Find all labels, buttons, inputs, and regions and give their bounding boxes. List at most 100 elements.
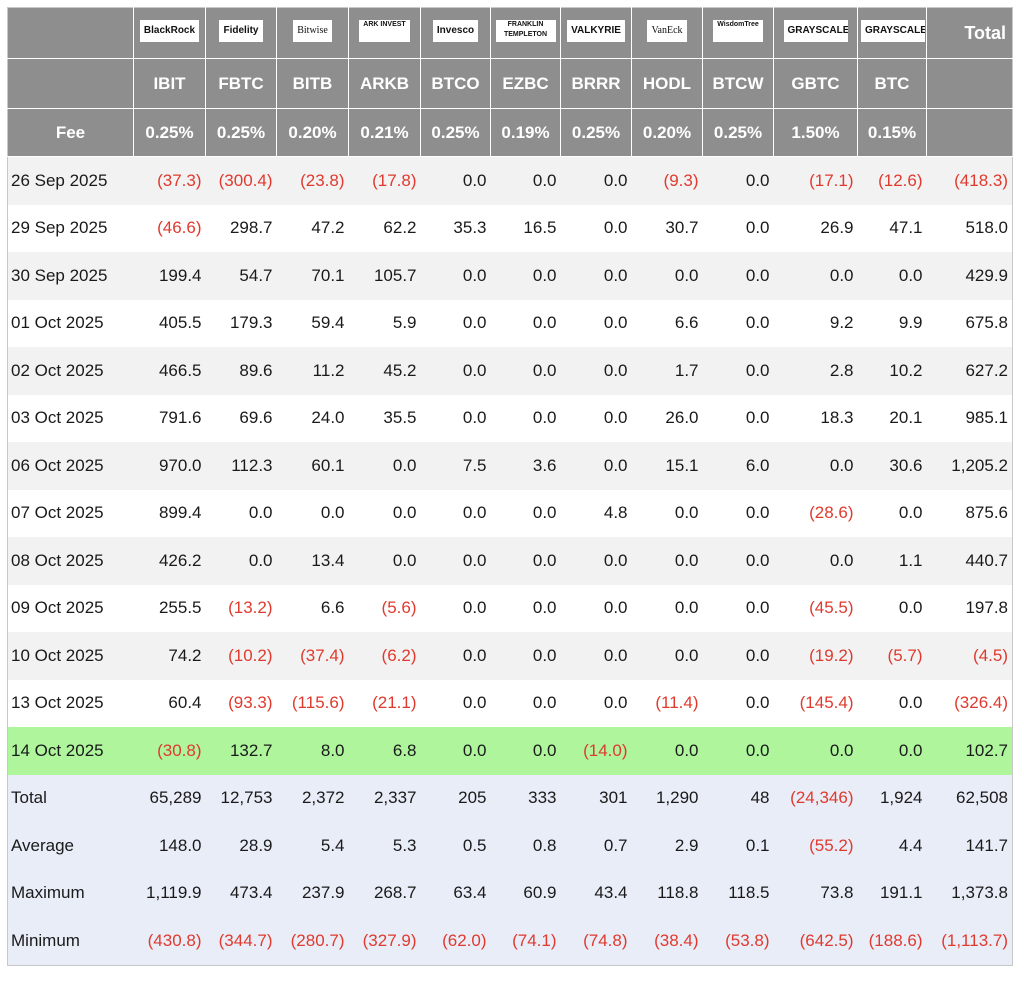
flow-value: 7.5: [420, 442, 491, 490]
flow-value: 148.0: [133, 822, 206, 870]
flow-value: 1,290: [631, 774, 703, 822]
flow-value: 63.4: [420, 869, 491, 917]
flow-value: 59.4: [276, 299, 349, 347]
flow-value: 0.0: [490, 156, 561, 205]
flow-value: 0.0: [702, 584, 774, 632]
flow-value: 1.7: [631, 347, 703, 395]
flow-value: (6.2): [348, 632, 421, 680]
ticker: BTCW: [702, 58, 774, 109]
flow-value: 141.7: [926, 822, 1013, 870]
fee: 1.50%: [773, 108, 858, 157]
flow-value: 0.0: [560, 347, 632, 395]
flow-value: 0.0: [631, 727, 703, 775]
flow-value: 0.0: [420, 727, 491, 775]
flow-value: 0.0: [348, 489, 421, 537]
flow-value: 0.0: [205, 489, 277, 537]
flow-value: 1,924: [857, 774, 927, 822]
flow-value: 1,119.9: [133, 869, 206, 917]
row-label: 02 Oct 2025: [7, 347, 134, 395]
flow-value: (17.1): [773, 156, 858, 205]
fee: 0.21%: [348, 108, 421, 157]
table-row: 29 Sep 2025 (46.6) 298.7 47.2 62.2 35.3 16.5 0.…: [7, 204, 1013, 252]
flow-value: 0.0: [857, 727, 927, 775]
ticker: EZBC: [490, 58, 561, 109]
issuer-logo: VALKYRIE: [567, 19, 625, 42]
flow-value: 60.4: [133, 679, 206, 727]
flow-value: 0.0: [420, 347, 491, 395]
table-row: 02 Oct 2025 466.5 89.6 11.2 45.2 0.0 0.0 0.0 1.7…: [7, 347, 1013, 395]
flow-value: (46.6): [133, 204, 206, 252]
row-label: 07 Oct 2025: [7, 489, 134, 537]
flow-value: 12,753: [205, 774, 277, 822]
flow-value: 0.0: [560, 584, 632, 632]
flow-value: 0.0: [702, 727, 774, 775]
flow-value: (45.5): [773, 584, 858, 632]
row-label: 30 Sep 2025: [7, 252, 134, 300]
flow-value: 5.3: [348, 822, 421, 870]
flow-value: (1,113.7): [926, 917, 1013, 965]
flow-value: (23.8): [276, 156, 349, 205]
flow-value: 1,373.8: [926, 869, 1013, 917]
logo-cell: Fidelity: [205, 7, 277, 59]
flow-value: 16.5: [490, 204, 561, 252]
logo-cell: VanEck: [631, 7, 703, 59]
flow-value: 0.0: [420, 299, 491, 347]
flow-value: 255.5: [133, 584, 206, 632]
flow-value: 875.6: [926, 489, 1013, 537]
flow-value: 0.0: [857, 252, 927, 300]
issuer-logo: Invesco: [432, 19, 479, 42]
table-row: 09 Oct 2025 255.5 (13.2) 6.6 (5.6) 0.0 0.0 0.0 0…: [7, 584, 1013, 632]
flow-value: 4.8: [560, 489, 632, 537]
table-row: Minimum (430.8) (344.7) (280.7) (327.9) (62.0…: [7, 917, 1013, 965]
flow-value: 237.9: [276, 869, 349, 917]
flow-value: 0.1: [702, 822, 774, 870]
flow-value: 899.4: [133, 489, 206, 537]
flow-value: (5.7): [857, 632, 927, 680]
flow-value: 6.0: [702, 442, 774, 490]
flow-value: 4.4: [857, 822, 927, 870]
flow-value: 970.0: [133, 442, 206, 490]
flow-value: 191.1: [857, 869, 927, 917]
corner-cell: [7, 58, 134, 109]
row-label: 26 Sep 2025: [7, 156, 134, 205]
flow-value: 0.0: [702, 537, 774, 585]
table-container: BlackRock Fidelity Bitwise ARK INVEST Invesc…: [7, 7, 1013, 966]
flow-value: 30.7: [631, 204, 703, 252]
row-label: Average: [7, 822, 134, 870]
flow-value: (9.3): [631, 156, 703, 205]
flow-value: 0.0: [631, 252, 703, 300]
flow-value: 0.0: [420, 489, 491, 537]
flow-value: 6.8: [348, 727, 421, 775]
flow-value: 118.5: [702, 869, 774, 917]
flow-value: 13.4: [276, 537, 349, 585]
flow-value: 35.3: [420, 204, 491, 252]
flow-value: 0.0: [420, 394, 491, 442]
flow-value: 0.0: [857, 679, 927, 727]
flow-value: 0.0: [490, 727, 561, 775]
flow-value: 0.0: [560, 442, 632, 490]
flow-value: 45.2: [348, 347, 421, 395]
flow-value: 10.2: [857, 347, 927, 395]
flow-value: 5.4: [276, 822, 349, 870]
flow-value: 298.7: [205, 204, 277, 252]
flow-value: (145.4): [773, 679, 858, 727]
flow-value: (11.4): [631, 679, 703, 727]
flow-value: 0.0: [490, 632, 561, 680]
flow-value: 0.0: [490, 299, 561, 347]
flow-value: (280.7): [276, 917, 349, 965]
flow-value: (4.5): [926, 632, 1013, 680]
flow-value: (418.3): [926, 156, 1013, 205]
flow-value: 0.0: [631, 584, 703, 632]
row-label: 13 Oct 2025: [7, 679, 134, 727]
flow-value: 0.0: [631, 632, 703, 680]
issuer-logo: Bitwise: [293, 19, 332, 42]
row-label: Minimum: [7, 917, 134, 965]
flow-value: 197.8: [926, 584, 1013, 632]
flow-value: (188.6): [857, 917, 927, 965]
flow-value: 0.0: [702, 156, 774, 205]
logo-cell: ARK INVEST: [348, 7, 421, 59]
flow-value: 20.1: [857, 394, 927, 442]
ticker: ARKB: [348, 58, 421, 109]
flow-value: 47.2: [276, 204, 349, 252]
table-row: 06 Oct 2025 970.0 112.3 60.1 0.0 7.5 3.6 0.0 15.…: [7, 442, 1013, 490]
